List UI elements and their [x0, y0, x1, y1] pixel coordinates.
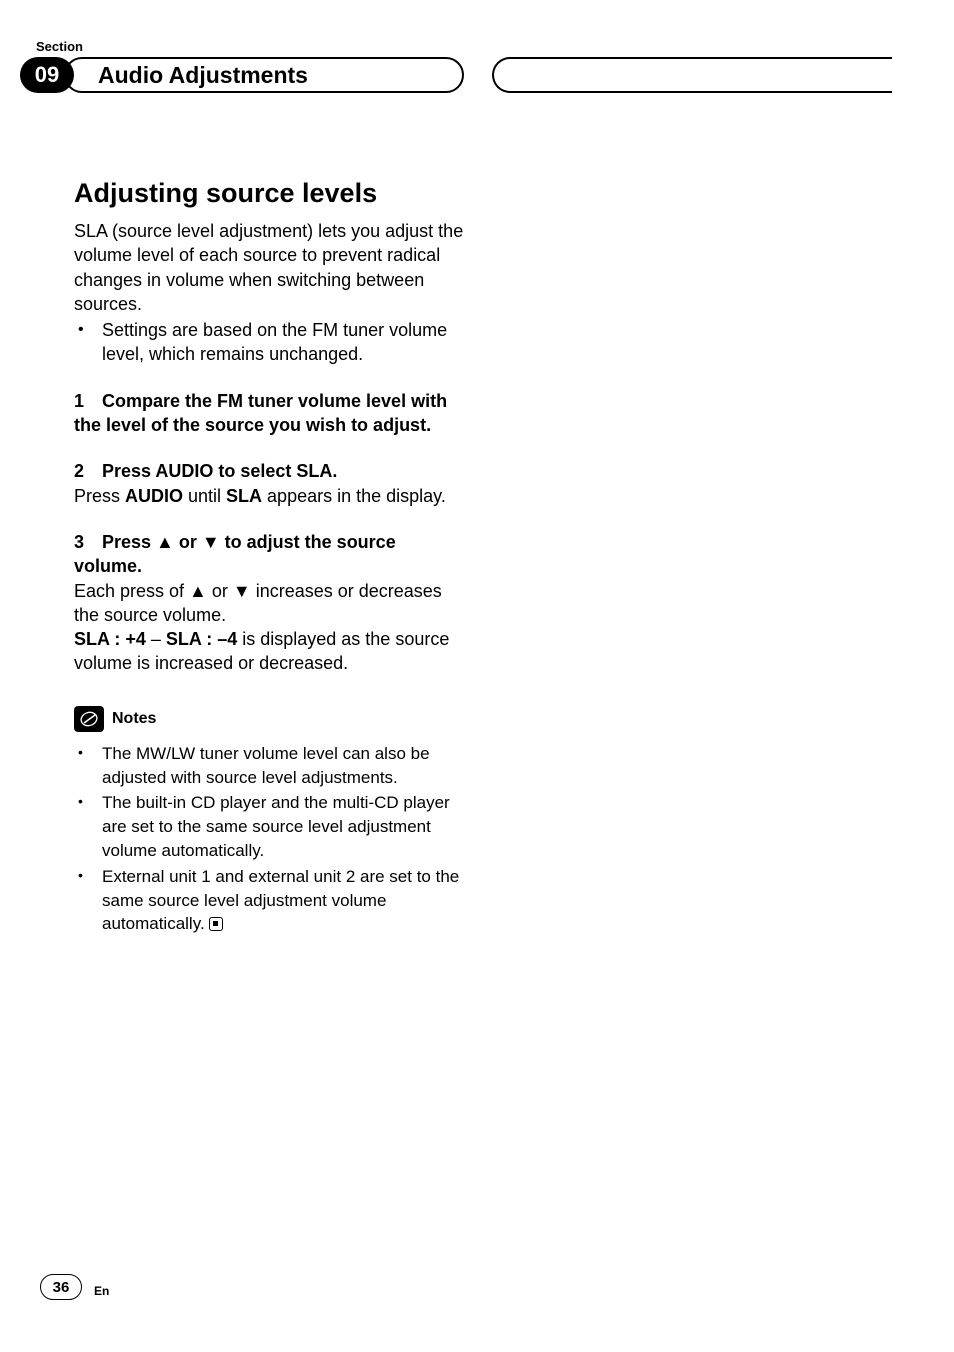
page-heading: Adjusting source levels	[74, 178, 466, 209]
header-right-pill	[492, 57, 892, 93]
section-label: Section	[36, 39, 83, 54]
note-text: External unit 1 and external unit 2 are …	[102, 865, 466, 936]
notes-header: Notes	[74, 706, 466, 732]
notes-icon	[74, 706, 104, 732]
text-segment: SLA	[226, 486, 262, 506]
text-segment: SLA : +4	[74, 629, 146, 649]
page-number-pill: 36	[40, 1274, 82, 1300]
text-segment: Press	[74, 486, 125, 506]
section-number: 09	[35, 62, 59, 88]
step-number: 3	[74, 530, 102, 554]
language-code: En	[94, 1276, 109, 1298]
intro-paragraph: SLA (source level adjustment) lets you a…	[74, 219, 466, 316]
step-heading: 3Press ▲ or ▼ to adjust the source volum…	[74, 530, 466, 579]
step-body: Press AUDIO until SLA appears in the dis…	[74, 484, 466, 508]
note-text: The MW/LW tuner volume level can also be…	[102, 742, 466, 790]
intro-bullet-text: Settings are based on the FM tuner volum…	[102, 318, 466, 367]
footer: 36 En	[40, 1274, 109, 1300]
step-number: 1	[74, 389, 102, 413]
notes-list: •The MW/LW tuner volume level can also b…	[74, 742, 466, 936]
note-item: •External unit 1 and external unit 2 are…	[74, 865, 466, 936]
bullet-icon: •	[74, 318, 102, 367]
bullet-icon: •	[74, 742, 102, 790]
note-item: •The MW/LW tuner volume level can also b…	[74, 742, 466, 790]
steps-list: 1Compare the FM tuner volume level with …	[74, 389, 466, 676]
note-item: •The built-in CD player and the multi-CD…	[74, 791, 466, 862]
text-segment: SLA : –4	[166, 629, 237, 649]
step-heading: 1Compare the FM tuner volume level with …	[74, 389, 466, 438]
page-number: 36	[53, 1279, 70, 1296]
text-segment: Each press of ▲ or ▼ increases or decrea…	[74, 581, 442, 625]
header-band: Audio Adjustments 09	[20, 57, 440, 93]
step-number: 2	[74, 459, 102, 483]
step-body: Each press of ▲ or ▼ increases or decrea…	[74, 579, 466, 676]
content-column: Adjusting source levels SLA (source leve…	[74, 178, 466, 938]
step-heading: 2Press AUDIO to select SLA.	[74, 459, 466, 483]
text-segment: –	[146, 629, 166, 649]
text-segment: AUDIO	[125, 486, 183, 506]
step-block: 1Compare the FM tuner volume level with …	[74, 389, 466, 438]
bullet-icon: •	[74, 865, 102, 936]
section-number-badge: 09	[20, 57, 74, 93]
step-block: 3Press ▲ or ▼ to adjust the source volum…	[74, 530, 466, 676]
chapter-title-pill: Audio Adjustments	[64, 57, 464, 93]
bullet-icon: •	[74, 791, 102, 862]
step-block: 2Press AUDIO to select SLA.Press AUDIO u…	[74, 459, 466, 508]
text-segment: appears in the display.	[262, 486, 446, 506]
end-of-section-icon	[209, 917, 223, 931]
notes-title: Notes	[112, 710, 156, 728]
note-text: The built-in CD player and the multi-CD …	[102, 791, 466, 862]
text-segment: until	[183, 486, 226, 506]
intro-bullet: • Settings are based on the FM tuner vol…	[74, 318, 466, 367]
chapter-title: Audio Adjustments	[98, 62, 308, 89]
